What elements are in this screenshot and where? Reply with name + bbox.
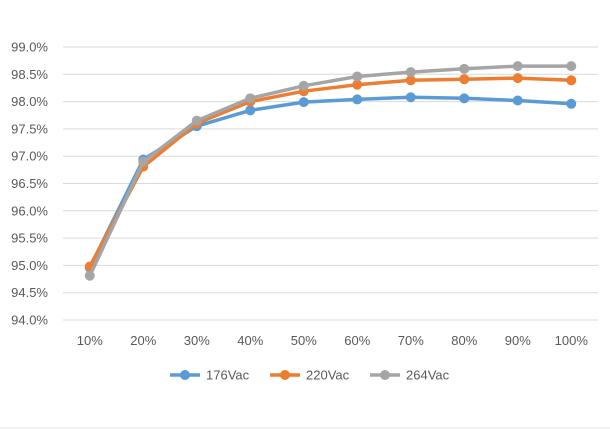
x-tick-label: 50% bbox=[291, 333, 317, 348]
x-tick-label: 20% bbox=[130, 333, 156, 348]
data-point bbox=[298, 80, 309, 91]
data-point bbox=[459, 93, 470, 104]
y-tick-label: 98.5% bbox=[11, 67, 48, 82]
data-point bbox=[405, 67, 416, 78]
series-220Vac bbox=[84, 73, 577, 272]
y-tick-label: 96.5% bbox=[11, 176, 48, 191]
data-point bbox=[512, 61, 523, 72]
y-tick-label: 95.5% bbox=[11, 231, 48, 246]
data-point bbox=[191, 115, 202, 126]
y-tick-label: 97.5% bbox=[11, 121, 48, 136]
data-point bbox=[352, 94, 363, 105]
y-tick-label: 99.0% bbox=[11, 40, 48, 55]
y-tick-label: 94.0% bbox=[11, 313, 48, 328]
x-tick-label: 90% bbox=[505, 333, 531, 348]
data-point bbox=[459, 63, 470, 74]
y-tick-label: 98.0% bbox=[11, 94, 48, 109]
x-axis-tick-labels: 10% 20% 30% 40% 50% 60% 70% 80% 90% 100% bbox=[77, 333, 589, 348]
data-point bbox=[138, 156, 149, 167]
series-line bbox=[88, 64, 574, 278]
data-point bbox=[245, 105, 256, 116]
y-tick-label: 97.0% bbox=[11, 149, 48, 164]
x-tick-label: 40% bbox=[237, 333, 263, 348]
legend-label: 220Vac bbox=[306, 368, 350, 383]
data-point bbox=[84, 270, 95, 281]
data-point bbox=[352, 79, 363, 90]
x-tick-label: 60% bbox=[344, 333, 370, 348]
legend-label: 264Vac bbox=[406, 368, 450, 383]
legend: 176Vac 220Vac 264Vac bbox=[170, 368, 450, 383]
series-group bbox=[84, 61, 577, 281]
x-tick-label: 70% bbox=[398, 333, 424, 348]
data-point bbox=[566, 75, 577, 86]
data-point bbox=[405, 92, 416, 103]
x-tick-label: 30% bbox=[184, 333, 210, 348]
series-264Vac bbox=[84, 61, 577, 281]
data-point bbox=[459, 74, 470, 85]
series-176Vac bbox=[84, 92, 577, 273]
data-point bbox=[566, 98, 577, 109]
data-point bbox=[352, 71, 363, 82]
x-tick-label: 80% bbox=[451, 333, 477, 348]
legend-marker bbox=[380, 370, 390, 380]
legend-item: 264Vac bbox=[370, 368, 450, 383]
data-point bbox=[298, 97, 309, 108]
legend-marker bbox=[180, 370, 190, 380]
legend-item: 220Vac bbox=[270, 368, 350, 383]
data-point bbox=[405, 75, 416, 86]
y-tick-label: 94.5% bbox=[11, 285, 48, 300]
legend-item: 176Vac bbox=[170, 368, 250, 383]
x-tick-label: 10% bbox=[77, 333, 103, 348]
series-line bbox=[88, 76, 574, 269]
y-tick-label: 95.0% bbox=[11, 258, 48, 273]
legend-label: 176Vac bbox=[206, 368, 250, 383]
y-axis-tick-labels: 94.0% 94.5% 95.0% 95.5% 96.0% 96.5% 97.0% 97.5%… bbox=[11, 40, 48, 328]
data-point bbox=[245, 93, 256, 104]
legend-marker bbox=[280, 370, 290, 380]
y-tick-label: 96.0% bbox=[11, 203, 48, 218]
series-line bbox=[88, 95, 574, 270]
data-point bbox=[512, 73, 523, 84]
x-tick-label: 100% bbox=[555, 333, 589, 348]
data-point bbox=[566, 61, 577, 72]
data-point bbox=[512, 95, 523, 106]
